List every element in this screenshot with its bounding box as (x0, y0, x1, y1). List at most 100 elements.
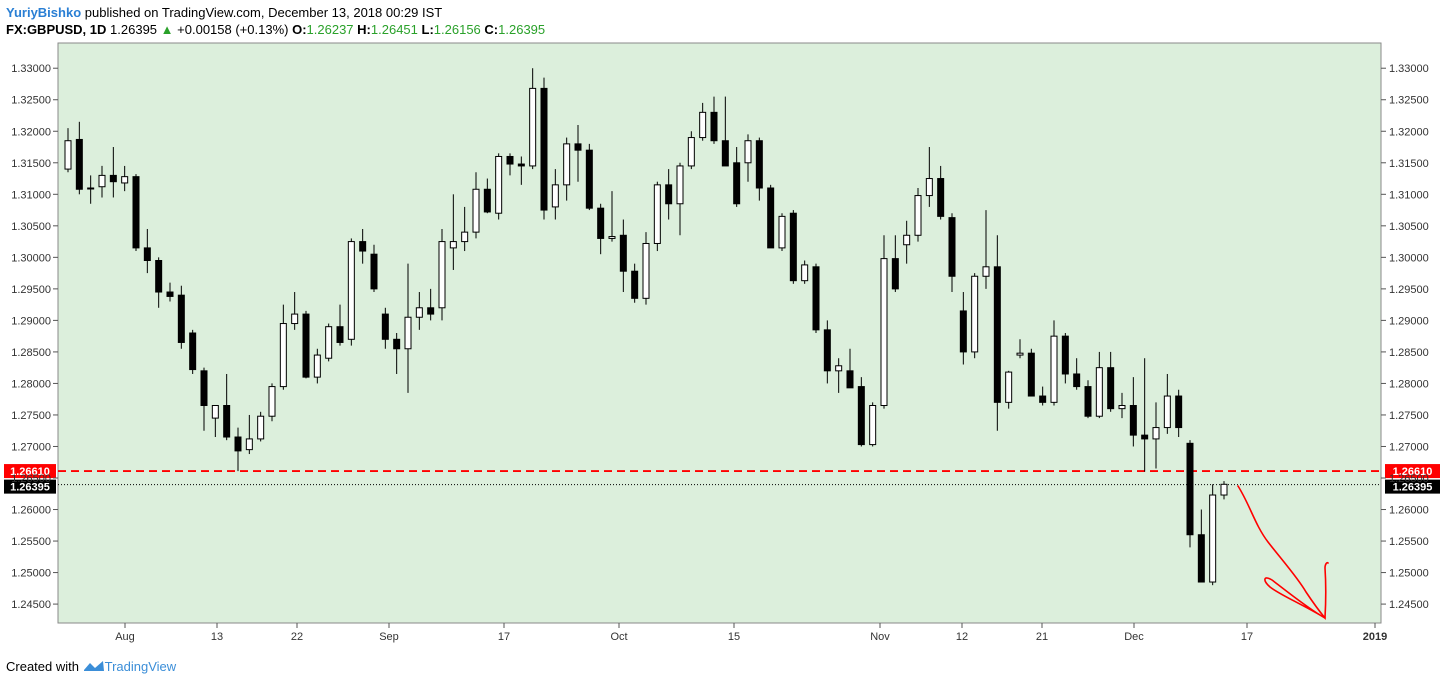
candle[interactable] (676, 162, 684, 236)
candle[interactable] (993, 235, 1001, 431)
candle[interactable] (1163, 373, 1171, 434)
tradingview-brand[interactable]: TradingView (104, 659, 177, 674)
candle[interactable] (302, 310, 310, 379)
candle[interactable] (608, 191, 616, 242)
candle[interactable] (200, 367, 208, 431)
candle[interactable] (948, 213, 956, 293)
candle[interactable] (483, 178, 491, 214)
candle[interactable] (1129, 377, 1137, 447)
candle[interactable] (1016, 339, 1024, 359)
candle[interactable] (835, 358, 843, 393)
candle[interactable] (755, 137, 763, 201)
candle[interactable] (291, 292, 299, 330)
candle[interactable] (75, 121, 83, 195)
candle[interactable] (1152, 402, 1160, 469)
candle[interactable] (109, 147, 117, 198)
candle[interactable] (1027, 348, 1035, 397)
candle[interactable] (721, 96, 729, 167)
candle[interactable] (1050, 320, 1058, 406)
candle[interactable] (257, 411, 265, 442)
candle[interactable] (1107, 351, 1115, 412)
candle[interactable] (359, 228, 367, 264)
candle[interactable] (812, 263, 820, 333)
candle[interactable] (699, 102, 707, 141)
candle[interactable] (381, 307, 389, 349)
candle[interactable] (506, 153, 514, 176)
candle[interactable] (540, 77, 548, 220)
candle[interactable] (325, 323, 333, 362)
candle[interactable] (801, 260, 809, 284)
candle[interactable] (211, 405, 219, 438)
candle[interactable] (1073, 358, 1081, 390)
candle[interactable] (880, 235, 888, 409)
candle[interactable] (563, 137, 571, 201)
candle[interactable] (121, 165, 129, 192)
candle[interactable] (166, 282, 174, 302)
candle[interactable] (733, 147, 741, 207)
candle[interactable] (449, 194, 457, 270)
candle[interactable] (869, 402, 877, 447)
candle[interactable] (1220, 481, 1228, 500)
candle[interactable] (347, 238, 355, 346)
candle[interactable] (846, 348, 854, 389)
candle[interactable] (529, 68, 537, 170)
candle[interactable] (336, 304, 344, 346)
candle[interactable] (155, 257, 163, 308)
candle[interactable] (789, 210, 797, 284)
candle[interactable] (1175, 389, 1183, 438)
candle[interactable] (1186, 440, 1194, 548)
candle[interactable] (461, 206, 469, 252)
candle[interactable] (937, 165, 945, 220)
candle[interactable] (1061, 333, 1069, 384)
candle[interactable] (177, 285, 185, 349)
candle[interactable] (1209, 484, 1217, 586)
candle[interactable] (393, 333, 401, 374)
candle[interactable] (642, 232, 650, 305)
candle[interactable] (268, 383, 276, 422)
candle[interactable] (631, 263, 639, 303)
candle[interactable] (245, 414, 253, 455)
candle[interactable] (438, 228, 446, 321)
candle[interactable] (744, 134, 752, 182)
candle[interactable] (517, 156, 525, 185)
candle[interactable] (823, 320, 831, 384)
candle[interactable] (903, 220, 911, 264)
candle[interactable] (857, 377, 865, 447)
candle[interactable] (574, 124, 582, 182)
candle[interactable] (234, 427, 242, 472)
candle[interactable] (619, 219, 627, 293)
candle[interactable] (1005, 370, 1013, 409)
candle[interactable] (982, 210, 990, 289)
candle[interactable] (1118, 392, 1126, 419)
candle[interactable] (778, 213, 786, 252)
candle[interactable] (710, 96, 718, 144)
candle[interactable] (189, 329, 197, 374)
candle[interactable] (653, 181, 661, 252)
candle[interactable] (223, 373, 231, 441)
candle[interactable] (495, 153, 503, 220)
candle[interactable] (891, 235, 899, 293)
candle[interactable] (143, 228, 151, 274)
candle[interactable] (313, 348, 321, 384)
candle[interactable] (279, 304, 287, 390)
candle[interactable] (415, 292, 423, 330)
candle[interactable] (585, 143, 593, 211)
candle[interactable] (427, 288, 435, 321)
candle[interactable] (1084, 380, 1092, 419)
candle[interactable] (914, 188, 922, 242)
candle[interactable] (597, 203, 605, 255)
candle[interactable] (665, 169, 673, 220)
author-name[interactable]: YuriyBishko (6, 5, 82, 20)
candle[interactable] (1095, 351, 1103, 419)
candle[interactable] (1141, 358, 1149, 472)
candle[interactable] (64, 128, 72, 173)
candle[interactable] (87, 175, 95, 204)
candle[interactable] (925, 147, 933, 207)
candle[interactable] (132, 174, 140, 252)
candle[interactable] (551, 169, 559, 220)
candle[interactable] (98, 165, 106, 198)
candle[interactable] (404, 263, 412, 393)
candle[interactable] (472, 172, 480, 239)
candle[interactable] (370, 244, 378, 293)
